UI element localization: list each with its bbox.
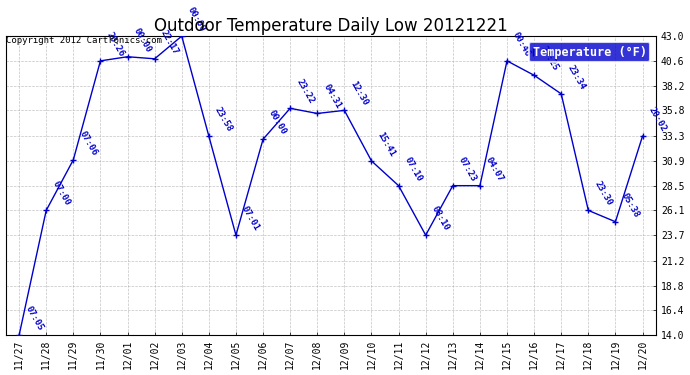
Text: 23:30: 23:30 bbox=[593, 180, 613, 208]
Text: 22:17: 22:17 bbox=[159, 28, 180, 56]
Text: 04:31: 04:31 bbox=[322, 83, 343, 111]
Text: 23:25: 23:25 bbox=[538, 45, 560, 72]
Text: 07:05: 07:05 bbox=[23, 304, 45, 332]
Text: 12:30: 12:30 bbox=[348, 80, 370, 108]
Text: 07:06: 07:06 bbox=[77, 129, 99, 157]
Text: 23:34: 23:34 bbox=[565, 63, 586, 91]
Text: 07:23: 07:23 bbox=[457, 155, 478, 183]
Text: 00:00: 00:00 bbox=[186, 6, 207, 33]
Text: 00:00: 00:00 bbox=[132, 26, 153, 54]
Text: 05:38: 05:38 bbox=[620, 191, 641, 219]
Text: 07:01: 07:01 bbox=[240, 205, 262, 232]
Text: 20:02: 20:02 bbox=[647, 106, 668, 134]
Text: 08:10: 08:10 bbox=[430, 205, 451, 232]
Title: Outdoor Temperature Daily Low 20121221: Outdoor Temperature Daily Low 20121221 bbox=[154, 16, 508, 34]
Text: 07:00: 07:00 bbox=[50, 180, 72, 208]
Text: 15:41: 15:41 bbox=[375, 130, 397, 158]
Text: 04:07: 04:07 bbox=[484, 155, 505, 183]
Text: 00:00: 00:00 bbox=[267, 109, 288, 136]
Text: 00:46: 00:46 bbox=[511, 30, 533, 58]
Text: 20:26: 20:26 bbox=[105, 30, 126, 58]
Text: 23:22: 23:22 bbox=[295, 78, 315, 105]
Legend: Temperature (°F): Temperature (°F) bbox=[529, 42, 650, 62]
Text: Copyright 2012 Cartronics.com: Copyright 2012 Cartronics.com bbox=[6, 36, 161, 45]
Text: 07:10: 07:10 bbox=[403, 155, 424, 183]
Text: 23:58: 23:58 bbox=[213, 106, 234, 134]
